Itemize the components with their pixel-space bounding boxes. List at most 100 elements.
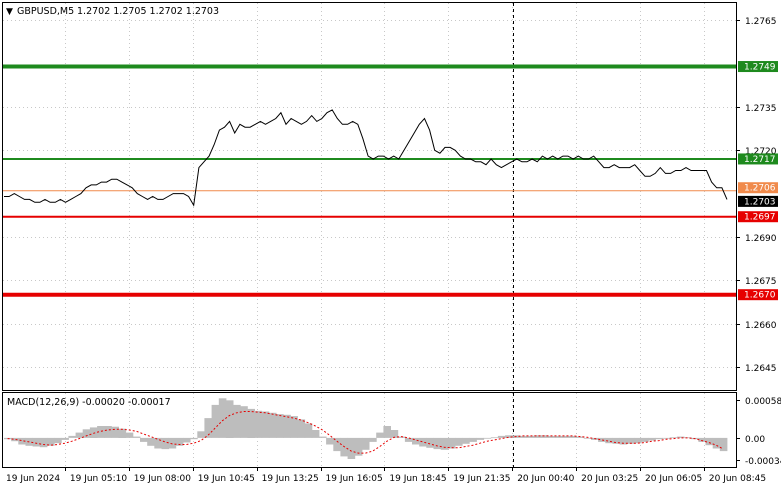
level-labels: 1.2749 1.2717 1.2706 1.2703 1.2697 1.2670	[738, 61, 778, 301]
macd-bar	[440, 437, 449, 450]
macd-bar	[519, 435, 527, 438]
price-axis: 1.2765 1.2735 1.2720 1.2690 1.2675 1.2660 1.26…	[736, 17, 777, 374]
x-tick-label: 19 Jun 05:10	[70, 474, 127, 484]
macd-bar	[354, 437, 363, 456]
level-label: 1.2697	[744, 213, 776, 223]
y-tick-label: 1.2720	[745, 147, 777, 157]
macd-bar	[347, 437, 356, 459]
macd-bar	[676, 436, 685, 438]
price-series	[4, 109, 728, 207]
macd-bar	[562, 435, 570, 438]
ohlc-values: 1.2702 1.2705 1.2702 1.2703	[77, 6, 219, 17]
macd-bar	[125, 432, 134, 438]
macd-bar	[426, 437, 434, 448]
macd-bar	[233, 404, 241, 438]
macd-bar	[576, 436, 585, 438]
macd-bar	[204, 418, 212, 438]
level-label-box	[738, 61, 778, 73]
macd-bar	[526, 435, 535, 438]
macd-bar	[548, 435, 556, 438]
macd-bar	[369, 437, 377, 442]
macd-bar	[555, 435, 563, 438]
macd-bar	[218, 398, 227, 438]
macd-y-tick-label: -0.00034	[745, 457, 781, 467]
macd-bar	[18, 437, 26, 445]
x-tick-label: 20 Jun 08:45	[709, 474, 766, 484]
x-tick-label: 19 Jun 13:25	[262, 474, 319, 484]
macd-bar	[197, 431, 205, 438]
macd-bar	[447, 437, 456, 449]
macd-bar	[61, 437, 69, 440]
collapse-arrow-icon[interactable]: ▼	[6, 7, 13, 17]
macd-bar	[684, 437, 692, 439]
macd-axis: 0.00058 0.00 -0.00034	[736, 397, 781, 467]
macd-title: MACD(12,26,9) -0.00020 -0.00017	[7, 397, 171, 408]
macd-bar	[483, 437, 492, 439]
macd-bar	[698, 437, 706, 442]
x-tick-label: 20 Jun 06:05	[645, 474, 702, 484]
macd-bar	[505, 435, 513, 438]
macd-bar	[304, 423, 313, 438]
x-tick-label: 19 Jun 2024	[6, 474, 60, 484]
level-label: 1.2703	[744, 197, 776, 207]
macd-bar	[283, 414, 291, 438]
macd-bar	[455, 437, 463, 446]
macd-bar	[82, 429, 91, 438]
macd-bar	[311, 430, 320, 438]
macd-bar	[32, 437, 41, 447]
macd-bar	[168, 437, 177, 449]
y-tick-label: 1.2645	[745, 364, 777, 374]
level-label: 1.2670	[744, 291, 776, 301]
macd-bar	[462, 437, 470, 444]
macd-bar	[476, 437, 485, 440]
macd-bar	[361, 437, 370, 450]
macd-bar	[240, 406, 248, 438]
macd-bar	[655, 437, 663, 440]
x-tick-label: 20 Jun 00:40	[517, 474, 574, 484]
macd-bar	[68, 435, 76, 438]
x-tick-label: 19 Jun 08:00	[134, 474, 191, 484]
macd-bar	[540, 435, 549, 438]
macd-bar	[626, 437, 635, 444]
macd-signal-line	[7, 411, 724, 454]
macd-bar	[633, 437, 642, 444]
level-label: 1.2749	[744, 63, 776, 73]
macd-bar	[712, 437, 721, 449]
level-label-box	[738, 211, 778, 223]
level-label: 1.2717	[744, 155, 776, 165]
macd-bar	[648, 437, 656, 441]
y-tick-label: 1.2660	[745, 321, 777, 331]
x-tick-label: 19 Jun 18:45	[389, 474, 446, 484]
symbol-label: GBPUSD,M5	[17, 6, 74, 17]
macd-bar	[397, 436, 406, 438]
macd-bar	[54, 437, 62, 444]
macd-bar	[376, 432, 384, 438]
macd-bar	[132, 436, 141, 438]
y-tick-label: 1.2765	[745, 17, 777, 27]
macd-bar	[47, 437, 55, 446]
macd-bar	[225, 400, 234, 438]
macd-panel-frame	[2, 392, 737, 468]
macd-bar	[598, 437, 606, 442]
macd-bar	[662, 437, 671, 439]
macd-bar	[497, 435, 506, 438]
macd-y-tick-label: 0.00	[745, 435, 765, 445]
macd-bar	[183, 437, 191, 443]
price-line	[4, 109, 728, 207]
y-tick-label: 1.2675	[745, 277, 777, 287]
macd-bar	[705, 437, 714, 446]
x-tick-label: 20 Jun 03:25	[581, 474, 638, 484]
macd-bar	[89, 427, 98, 438]
macd-bar	[11, 437, 19, 442]
macd-bar	[140, 437, 148, 442]
level-label-box	[738, 153, 778, 165]
macd-bar	[390, 430, 399, 438]
x-tick-label: 19 Jun 16:05	[326, 474, 383, 484]
x-tick-label: 19 Jun 21:35	[453, 474, 510, 484]
macd-bar	[161, 437, 170, 450]
macd-bar	[326, 437, 334, 445]
macd-bar	[97, 426, 105, 438]
